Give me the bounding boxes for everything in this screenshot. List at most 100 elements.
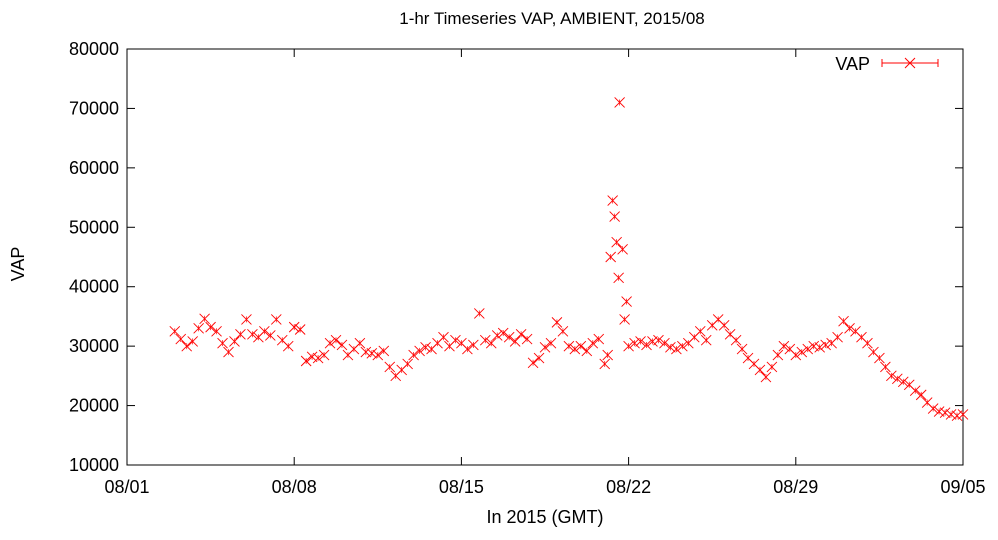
data-point (485, 337, 497, 349)
data-point (790, 349, 802, 361)
data-point (927, 403, 939, 414)
data-point (609, 211, 620, 222)
data-point (653, 334, 664, 346)
data-point (235, 328, 246, 340)
data-point (318, 349, 330, 361)
data-point (497, 327, 509, 339)
data-point (891, 373, 903, 385)
data-point (760, 371, 772, 383)
data-point (607, 195, 618, 206)
x-tick-label: 08/29 (773, 477, 818, 497)
data-point (802, 343, 814, 355)
data-point (312, 352, 324, 364)
data-point (193, 322, 204, 334)
data-point (270, 314, 282, 325)
data-point (462, 343, 473, 355)
data-point (614, 97, 625, 108)
data-point (563, 340, 575, 352)
data-point (641, 339, 652, 351)
data-point (619, 314, 630, 325)
plot-area-border (126, 48, 964, 466)
data-point (621, 296, 632, 307)
data-point (915, 389, 927, 401)
x-tick-label: 08/22 (606, 477, 651, 497)
data-point (778, 340, 790, 352)
data-point (199, 313, 210, 325)
data-point (880, 361, 891, 373)
data-point (772, 349, 784, 361)
data-point (886, 370, 897, 382)
data-point (205, 321, 216, 333)
data-point (402, 358, 413, 370)
data-point (611, 236, 622, 248)
data-point (814, 342, 826, 353)
data-point (247, 328, 258, 340)
y-tick-label: 60000 (69, 158, 119, 178)
data-point (330, 334, 342, 346)
data-point (539, 342, 551, 353)
y-tick-label: 40000 (69, 277, 119, 297)
data-point (479, 334, 491, 346)
data-point (754, 364, 766, 376)
data-point (438, 331, 449, 343)
data-point (229, 336, 240, 347)
data-point (957, 409, 969, 420)
x-axis: 08/01 08/08 08/15 08/22 08/29 09/05 (104, 49, 986, 497)
data-point (503, 331, 515, 343)
data-point (288, 321, 300, 333)
data-point (241, 314, 252, 325)
data-point (613, 272, 624, 284)
data-point (468, 339, 479, 351)
chart-title: 1-hr Timeseries VAP, AMBIENT, 2015/08 (399, 9, 705, 28)
data-point (169, 325, 181, 337)
data-point (587, 337, 599, 349)
data-point (766, 361, 778, 373)
data-point (575, 340, 587, 352)
data-point (557, 325, 569, 337)
data-point (671, 343, 682, 355)
data-point (324, 337, 336, 349)
data-point (217, 337, 228, 349)
data-point (677, 340, 688, 352)
data-point (820, 339, 831, 351)
data-point (605, 251, 617, 263)
data-markers (169, 97, 969, 421)
y-tick-label: 50000 (69, 217, 119, 237)
data-point (909, 385, 921, 397)
data-point (408, 349, 419, 361)
y-axis: 10000 20000 30000 40000 50000 60000 70000 80000 (69, 39, 963, 475)
data-point (617, 243, 628, 255)
data-point (581, 345, 593, 357)
y-tick-label: 30000 (69, 336, 119, 356)
data-point (599, 358, 611, 370)
data-point (629, 337, 640, 349)
data-point (509, 336, 521, 347)
data-point (264, 330, 276, 341)
data-point (700, 334, 712, 346)
y-axis-label: VAP (8, 247, 28, 282)
data-point (354, 337, 366, 349)
data-point (897, 376, 909, 388)
data-point (372, 349, 384, 361)
data-point (593, 333, 605, 345)
data-point (545, 337, 557, 349)
data-point (384, 361, 396, 373)
data-point (635, 336, 646, 347)
x-axis-label: In 2015 (GMT) (486, 507, 603, 527)
data-point (730, 334, 742, 346)
data-point (623, 340, 634, 352)
data-point (736, 343, 748, 355)
data-point (473, 308, 485, 319)
data-point (414, 345, 425, 357)
data-point (223, 346, 234, 358)
data-point (551, 317, 563, 328)
data-point (862, 337, 873, 349)
data-point (838, 315, 849, 327)
y-tick-label: 20000 (69, 396, 119, 416)
data-point (527, 357, 539, 369)
data-point (718, 320, 730, 331)
data-point (796, 346, 808, 358)
legend-marker (904, 57, 916, 69)
data-point (336, 339, 348, 351)
